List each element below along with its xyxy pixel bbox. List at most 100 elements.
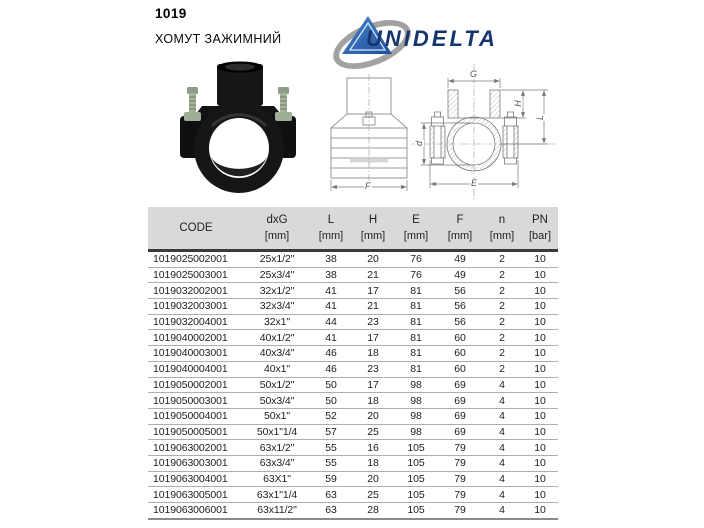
col-header-h: H [mm] [352, 207, 394, 252]
value-cell: 56 [438, 282, 482, 300]
value-cell: 105 [394, 471, 438, 488]
table-row: 1019032004001 32x1" 44 23 81 56 2 10 [148, 314, 558, 331]
value-cell: 56 [438, 298, 482, 315]
code-cell: 1019040004001 [148, 361, 244, 378]
spec-table-body: 1019025002001 25x1/2" 38 20 76 49 2 10 101902500… [148, 250, 558, 518]
value-cell: 2 [482, 250, 522, 268]
value-cell: 50x1" [244, 408, 310, 425]
value-cell: 28 [367, 504, 379, 517]
value-cell: 4 [482, 424, 522, 441]
value-cell: 40x3/4" [244, 345, 310, 362]
code-cell: 1019025002001 [148, 250, 244, 268]
value-cell: 10 [522, 455, 558, 472]
value-cell: 50x3/4" [244, 392, 310, 409]
value-cell: 25 [352, 486, 394, 503]
value-cell: 63X1" [244, 471, 310, 488]
table-row: 1019063005001 63x1"1/4 63 25 105 79 4 10 [148, 486, 558, 503]
table-row: 1019050002001 50x1/2" 50 17 98 69 4 10 [148, 377, 558, 394]
value-cell: 41 [310, 298, 352, 315]
col-header-l: L [mm] [310, 207, 352, 252]
value-cell: 44 [310, 314, 352, 331]
value-cell: 63x1"1/4 [244, 486, 310, 503]
value-cell: 10 [522, 250, 558, 268]
value-cell: 98 [394, 408, 438, 425]
value-cell: 18 [352, 392, 394, 409]
value-cell: 2 [482, 298, 522, 315]
value-cell: 23 [352, 361, 394, 378]
value-cell: 20 [352, 408, 394, 425]
value-cell: 50 [310, 392, 352, 409]
code-cell: 1019032002001 [148, 282, 244, 300]
value-cell: 81 [394, 314, 438, 331]
value-cell: 98 [394, 392, 438, 409]
value-cell: 25x1/2" [244, 250, 310, 268]
value-cell: 49 [438, 267, 482, 284]
value-cell: 38 [310, 267, 352, 284]
value-cell: 32x3/4" [244, 298, 310, 315]
value-cell: 69 [438, 424, 482, 441]
value-cell: 79 [438, 486, 482, 503]
value-cell: 105 [394, 439, 438, 456]
value-cell: 56 [438, 314, 482, 331]
product-photo [180, 61, 296, 193]
value-cell: 2 [482, 267, 522, 284]
logo-wordmark: UNIDELTA [366, 26, 498, 51]
value-cell: 10 [522, 392, 558, 409]
code-cell: 1019063002001 [148, 439, 244, 456]
value-cell: 10 [522, 408, 558, 425]
value-cell: 25x3/4" [244, 267, 310, 284]
value-cell: 50 [310, 377, 352, 394]
article-number: 1019 [155, 6, 187, 21]
table-header-row: CODE dxG [mm] L [mm] H [mm] E [mm] F [mm] n [m… [148, 207, 558, 252]
value-cell: 79 [438, 471, 482, 488]
value-cell: 2 [482, 329, 522, 347]
value-cell: 4 [482, 471, 522, 488]
value-cell: 76 [394, 250, 438, 268]
value-cell: 10 [522, 329, 558, 347]
dim-e-label: E [470, 178, 479, 188]
value-cell: 63x3/4" [244, 455, 310, 472]
table-row: 1019063003001 63x3/4" 55 18 105 79 4 10 [148, 455, 558, 472]
value-cell: 46 [310, 345, 352, 362]
value-cell: 60 [438, 361, 482, 378]
code-cell: 1019040002001 [148, 329, 244, 347]
table-row: 1019040004001 40x1" 46 23 81 60 2 10 [148, 361, 558, 378]
code-cell: 1019063005001 [148, 486, 244, 503]
code-cell: 1019040003001 [148, 345, 244, 362]
page-title: ХОМУТ ЗАЖИМНИЙ [155, 32, 282, 46]
dim-f-label: F [364, 181, 372, 191]
value-cell: 69 [438, 377, 482, 394]
value-cell: 50x1/2" [244, 377, 310, 394]
table-row: 1019050003001 50x3/4" 50 18 98 69 4 10 [148, 392, 558, 409]
table-row: 1019063002001 63x1/2" 55 16 105 79 4 10 [148, 439, 558, 456]
code-cell: 1019032003001 [148, 298, 244, 315]
value-cell: 81 [394, 361, 438, 378]
value-cell: 18 [352, 455, 394, 472]
code-cell: 1019050004001 [148, 408, 244, 425]
table-row: 1019025003001 25x3/4" 38 21 76 49 2 10 [148, 267, 558, 284]
col-header-dxg: dxG [mm] [244, 207, 310, 252]
value-cell: 105 [407, 504, 425, 517]
value-cell: 2 [482, 361, 522, 378]
value-cell: 10 [522, 298, 558, 315]
code-cell: 1019032004001 [148, 314, 244, 331]
value-cell: 76 [394, 267, 438, 284]
table-row: 1019063006001 63x11/2" 63 28 105 79 4 10 [148, 503, 558, 518]
value-cell: 105 [394, 455, 438, 472]
value-cell: 63 [325, 504, 337, 517]
value-cell: 21 [352, 267, 394, 284]
value-cell: 17 [352, 282, 394, 300]
value-cell: 17 [352, 377, 394, 394]
value-cell: 10 [522, 439, 558, 456]
table-row: 1019050004001 50x1" 52 20 98 69 4 10 [148, 408, 558, 425]
col-header-f: F [mm] [438, 207, 482, 252]
value-cell: 50x1"1/4 [244, 424, 310, 441]
value-cell: 10 [522, 424, 558, 441]
table-row: 1019025002001 25x1/2" 38 20 76 49 2 10 [148, 250, 558, 268]
code-cell: 1019025003001 [148, 267, 244, 284]
value-cell: 98 [394, 377, 438, 394]
code-cell: 1019050003001 [148, 392, 244, 409]
col-header-pn: PN [bar] [522, 207, 558, 252]
value-cell: 79 [454, 504, 466, 517]
